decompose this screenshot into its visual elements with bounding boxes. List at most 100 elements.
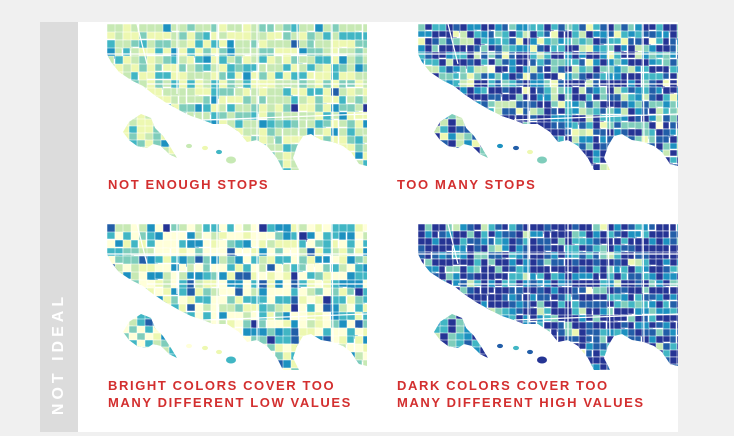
county-cell: [362, 351, 367, 362]
county-cell: [466, 100, 476, 111]
county-cell: [274, 255, 285, 266]
county-cell: [445, 286, 455, 295]
county-cell: [487, 321, 500, 332]
county-cell: [146, 351, 159, 361]
county-cell: [122, 351, 132, 364]
county-cell: [354, 367, 366, 370]
county-cell: [152, 318, 163, 328]
county-cell: [463, 153, 477, 158]
county-cell: [508, 321, 518, 333]
county-cell: [599, 363, 608, 370]
county-cell: [606, 265, 614, 274]
county-cell: [494, 328, 502, 340]
county-cell: [676, 37, 678, 48]
county-cell: [138, 167, 147, 170]
county-cell: [250, 359, 264, 370]
county-cell: [146, 95, 158, 105]
county-cell: [306, 159, 318, 170]
county-cell: [424, 328, 434, 338]
county-cell: [122, 271, 133, 280]
county-cell: [459, 149, 469, 158]
county-cell: [515, 128, 525, 139]
state-border: [607, 224, 611, 337]
county-cell: [146, 303, 159, 316]
county-cell: [138, 87, 147, 97]
county-cell: [424, 300, 434, 311]
county-cell: [627, 163, 640, 170]
county-cell: [322, 367, 333, 370]
county-cell: [424, 142, 436, 151]
county-cell: [306, 143, 319, 156]
county-cell: [122, 295, 132, 306]
county-cell: [676, 65, 678, 77]
county-cell: [487, 100, 496, 108]
county-cell: [676, 335, 678, 346]
county-cell: [168, 125, 177, 135]
county-cell: [152, 114, 165, 121]
county-cell: [487, 142, 500, 152]
hawaii-island: [497, 143, 503, 149]
county-cell: [655, 363, 664, 370]
county-cell: [543, 342, 555, 352]
county-cell: [298, 39, 309, 49]
county-cell: [114, 311, 127, 322]
county-cell: [146, 224, 157, 234]
county-cell: [210, 55, 220, 65]
county-cell: [168, 314, 177, 323]
county-cell: [186, 359, 197, 369]
county-cell: [176, 114, 177, 123]
county-cell: [434, 339, 443, 349]
county-cell: [676, 251, 678, 261]
county-cell: [480, 86, 488, 95]
county-cell: [445, 300, 454, 310]
county-cell: [466, 121, 474, 132]
county-cell: [634, 163, 643, 170]
county-cell: [194, 359, 203, 370]
county-cell: [479, 353, 488, 358]
county-cell: [431, 86, 441, 97]
county-cell: [194, 111, 203, 124]
county-cell: [613, 265, 621, 274]
county-cell: [338, 87, 348, 97]
map-not-enough-stops: [107, 24, 367, 170]
county-cell: [522, 328, 534, 337]
county-cell: [501, 121, 514, 130]
county-cell: [627, 349, 639, 361]
county-cell: [170, 319, 182, 328]
county-cell: [536, 65, 544, 74]
county-cell: [362, 295, 367, 304]
county-cell: [210, 359, 223, 368]
county-cell: [515, 363, 526, 370]
county-cell: [418, 142, 429, 153]
county-cell: [107, 167, 119, 170]
county-cell: [452, 224, 461, 232]
county-cell: [418, 342, 427, 354]
county-cell: [123, 139, 132, 150]
county-cell: [424, 363, 434, 370]
county-cell: [662, 65, 670, 74]
county-cell: [130, 351, 142, 364]
county-cell: [466, 356, 478, 364]
county-cell: [168, 325, 177, 335]
county-cell: [306, 167, 316, 170]
county-cell: [463, 114, 474, 123]
county-cell: [459, 100, 468, 111]
county-cell: [529, 328, 537, 340]
county-cell: [571, 156, 583, 168]
county-cell: [434, 153, 442, 158]
county-cell: [186, 263, 195, 274]
county-cell: [130, 167, 142, 170]
county-cell: [322, 239, 333, 250]
county-cell: [515, 149, 524, 158]
county-cell: [306, 359, 320, 370]
county-cell: [152, 353, 164, 358]
county-cell: [114, 367, 126, 370]
county-cell: [144, 139, 155, 151]
county-grid: [107, 224, 367, 370]
county-cell: [266, 159, 280, 170]
county-cell: [234, 159, 245, 168]
county-cell: [536, 363, 547, 370]
county-cell: [114, 87, 123, 98]
county-cell: [676, 363, 678, 370]
county-cell: [258, 151, 269, 164]
